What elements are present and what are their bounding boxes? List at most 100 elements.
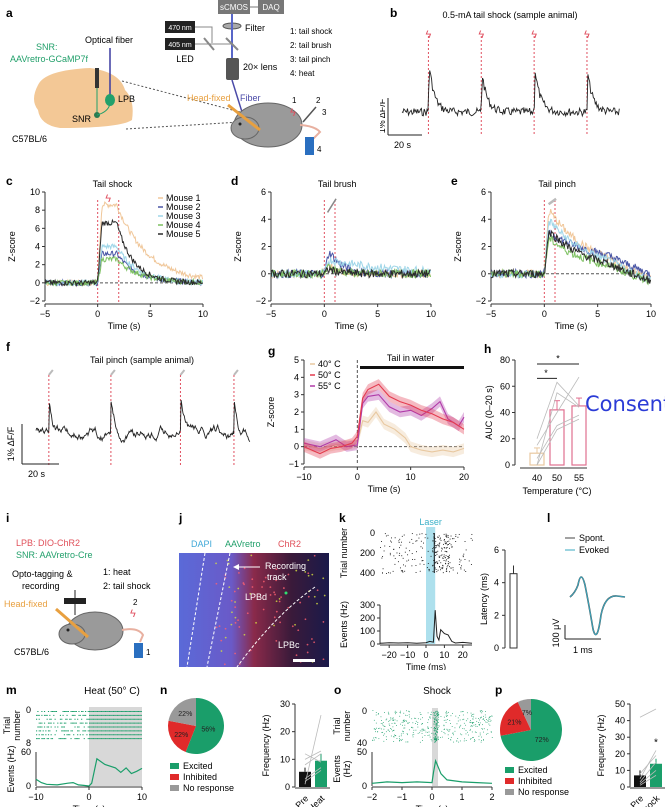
spike-tick: [433, 547, 435, 549]
spike-tick: [138, 730, 140, 732]
legend-item: Inhibited: [183, 772, 217, 782]
y-tick-label: 0: [362, 781, 367, 791]
y-tick-label: −2: [30, 296, 40, 306]
x-tick-label: 0: [322, 309, 327, 319]
spike-tick: [130, 734, 132, 736]
spike-tick: [96, 718, 99, 720]
spike-tick: [61, 738, 63, 740]
spike-tick: [462, 556, 464, 558]
y-tick-label: 0: [26, 705, 31, 715]
spike-tick: [104, 711, 107, 712]
legend-item: Mouse 1: [166, 193, 201, 203]
spike-tick: [393, 736, 394, 738]
spike-tick: [89, 726, 91, 728]
cell-dot: [282, 587, 285, 589]
spike-tick: [43, 738, 46, 740]
spike-tick: [479, 717, 481, 719]
spike-tick: [36, 714, 38, 716]
spike-tick: [465, 740, 467, 741]
spike-tick: [430, 714, 432, 716]
spike-tick: [130, 714, 132, 716]
spike-tick: [436, 710, 438, 712]
spike-tick: [394, 563, 396, 565]
spike-tick: [83, 730, 85, 732]
spike-tick: [110, 711, 112, 712]
spike-tick: [114, 730, 116, 732]
spike-tick: [423, 563, 425, 565]
spike-tick: [439, 556, 441, 558]
spike-tick: [124, 718, 126, 720]
spike-tick: [134, 734, 136, 736]
spike-tick: [107, 711, 109, 712]
spike-tick: [99, 714, 101, 716]
spike-tick: [405, 720, 407, 722]
spike-tick: [114, 738, 116, 740]
cell-dot: [238, 626, 241, 628]
individual-line: [639, 775, 657, 786]
camera-box: [218, 0, 250, 14]
spike-tick: [115, 718, 117, 720]
spike-tick: [452, 712, 453, 714]
spike-tick: [402, 732, 404, 734]
spike-tick: [110, 722, 112, 724]
spike-tick: [444, 542, 446, 544]
spike-tick: [447, 563, 449, 565]
spike-tick: [107, 738, 109, 740]
spike-tick: [115, 734, 117, 736]
spike-tick: [483, 728, 485, 730]
spike-tick: [446, 710, 447, 712]
cell-dot: [218, 625, 221, 627]
spike-tick: [99, 726, 101, 728]
y-tick-label: 4: [294, 372, 299, 382]
spike-tick: [126, 722, 128, 724]
x-tick-label: 0: [429, 792, 434, 802]
spike-tick: [373, 728, 375, 730]
y-tick-label: 40: [615, 716, 625, 726]
dichroic-mirror-1: [203, 37, 215, 51]
spike-tick: [392, 570, 394, 572]
spike-tick: [120, 730, 122, 732]
spike-tick: [381, 557, 383, 559]
led-405-box: [165, 38, 195, 50]
spike-tick: [439, 538, 441, 540]
spike-tick: [106, 738, 108, 740]
psth-line: [379, 610, 473, 644]
spike-tick: [122, 726, 124, 728]
spike-tick: [42, 734, 44, 736]
cell-dot: [275, 610, 278, 613]
spike-tick: [66, 718, 68, 720]
spike-tick: [443, 732, 445, 733]
x-axis-label: Time (s): [368, 484, 401, 494]
spike-tick: [437, 738, 439, 740]
spike-tick: [435, 547, 437, 549]
spike-tick: [395, 735, 397, 737]
y-tick-label: 10: [615, 765, 625, 775]
y-tick-label: 400: [360, 568, 375, 578]
spike-tick: [437, 721, 439, 723]
spike-tick: [111, 738, 113, 740]
chart-f-title: Tail pinch (sample animal): [90, 355, 194, 365]
spike-tick: [419, 730, 421, 732]
spike-tick: [434, 718, 436, 720]
spike-tick: [373, 719, 375, 721]
spike-tick: [384, 733, 386, 735]
spike-tick: [444, 547, 446, 549]
spike-tick: [427, 735, 429, 736]
x-tick-label: −10: [296, 472, 311, 482]
spike-tick: [404, 724, 406, 726]
cell-dot: [311, 638, 313, 640]
spike-tick: [102, 714, 104, 716]
spike-tick: [128, 718, 130, 720]
spike-tick: [131, 714, 133, 716]
spike-tick: [489, 721, 491, 722]
spike-tick: [106, 711, 108, 712]
spike-tick: [435, 722, 437, 724]
spike-tick: [417, 723, 418, 725]
spike-tick: [458, 533, 460, 535]
spike-tick: [408, 714, 410, 716]
spike-tick: [406, 715, 408, 716]
spike-tick: [467, 731, 468, 733]
spike-tick: [438, 535, 440, 537]
spike-tick: [383, 550, 385, 552]
